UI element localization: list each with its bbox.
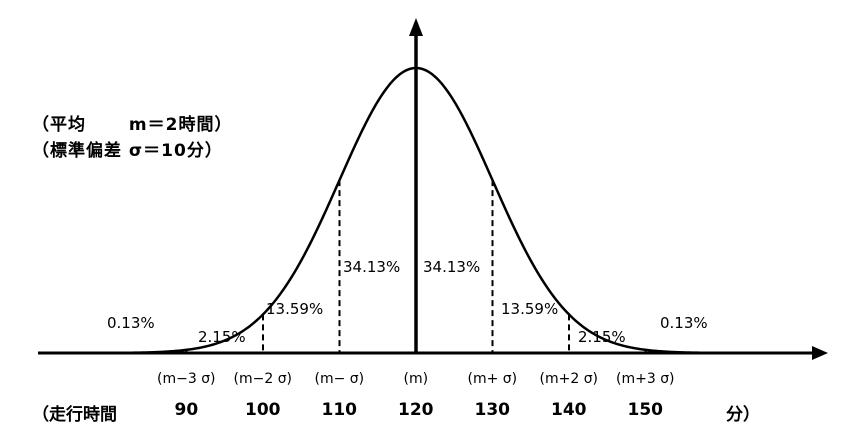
pct-tail-left: 0.13% [107,314,155,332]
y-axis-arrow [409,18,423,36]
sigma-label: (m+ σ) [467,371,518,387]
pct-third-right: 2.15% [578,328,626,346]
sigma-label: (m) [403,371,429,387]
x-tick-label: 100 [245,400,281,420]
pct-second-right: 13.59% [501,300,559,318]
travel-time-label: （走行時間 [32,405,117,425]
x-tick-label: 130 [474,400,511,420]
x-axis-arrow [812,346,828,360]
pct-second-left: 13.59% [266,300,324,318]
x-tick-label: 90 [174,400,199,420]
bell-curve [62,66,778,355]
sigma-label: (m+3 σ) [616,371,675,387]
sigma-dashed-lines [185,180,647,353]
sigma-label: (m−2 σ) [233,371,293,387]
pct-inner-right: 34.13% [423,258,481,276]
sigma-label: (m−3 σ) [157,371,216,387]
x-tick-label: 110 [321,400,358,420]
pct-inner-left: 34.13% [343,258,401,276]
x-tick-label: 150 [627,400,664,420]
unit-label: 分） [726,405,760,425]
sigma-label: (m− σ) [314,371,365,387]
mean-note: （平均 m＝2時間） [32,115,233,135]
pct-tail-right: 0.13% [660,314,708,332]
x-tick-label: 140 [551,400,587,420]
pct-third-left: 2.15% [198,328,246,346]
std-note: （標準偏差 σ＝10分） [32,141,223,161]
x-tick-label: 120 [398,400,434,420]
sigma-label: (m+2 σ) [539,371,599,387]
